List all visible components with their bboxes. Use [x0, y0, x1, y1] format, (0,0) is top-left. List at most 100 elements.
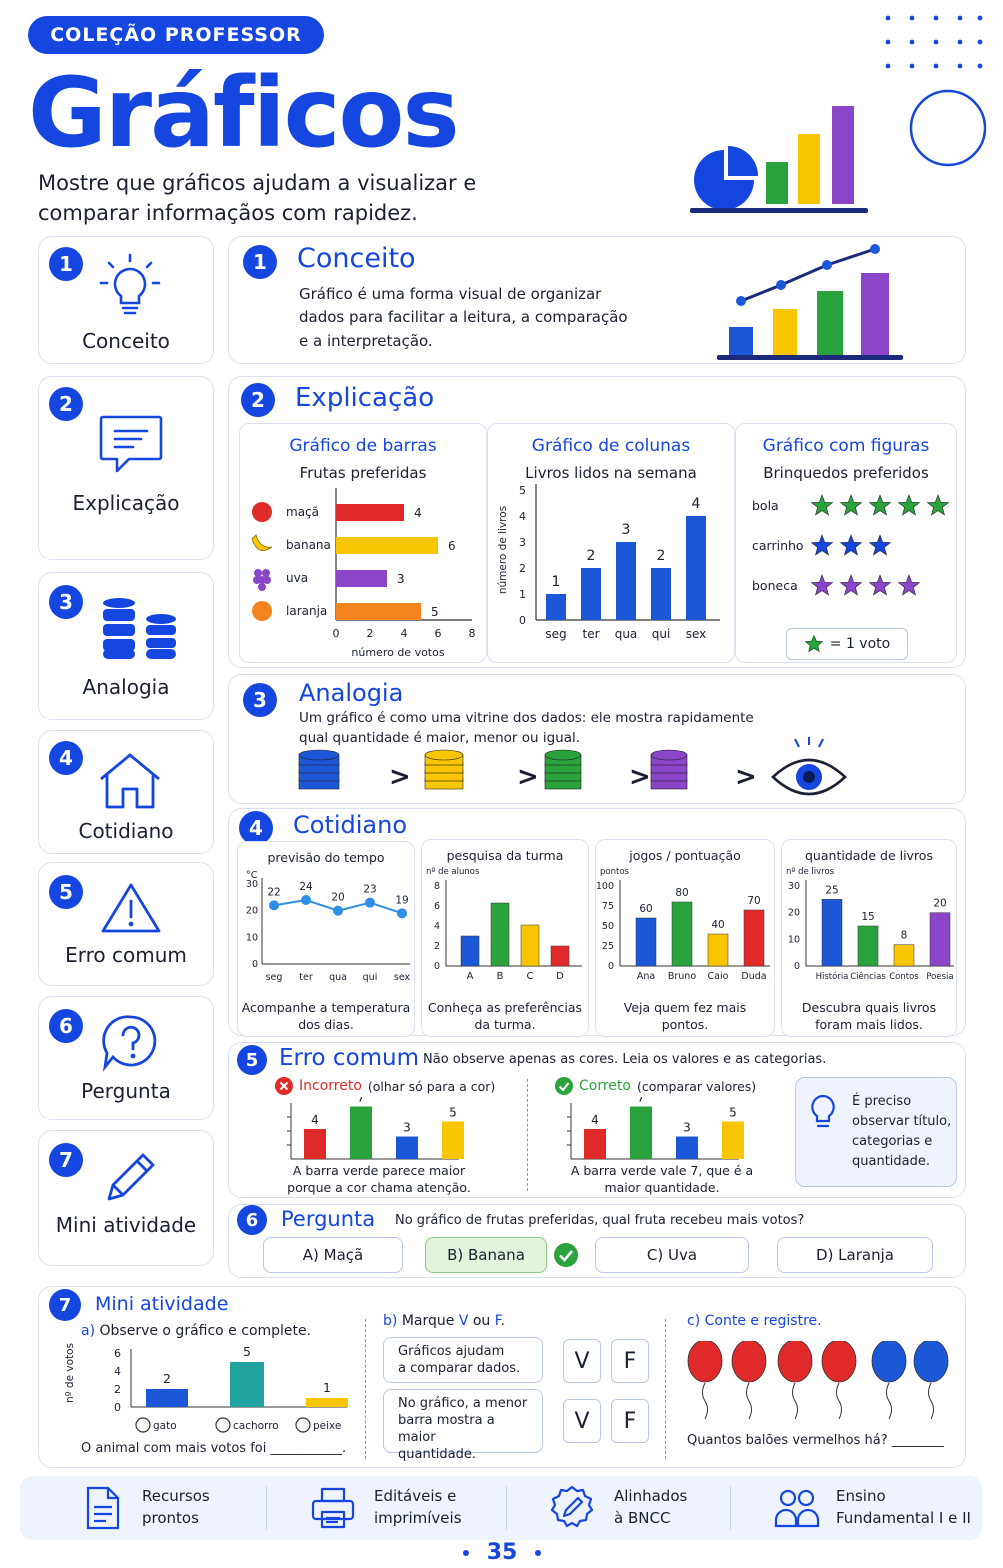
- horizontal-bar-chart: maçã 4 banana 6 uva 3 laranja 5 0 2 4 6 8 número de v…: [251, 488, 476, 659]
- data-label: 7: [357, 1097, 365, 1105]
- data-stack-icon: [650, 749, 688, 761]
- activity-text: Conte e registre.: [704, 1313, 822, 1329]
- balloon-string: [886, 1382, 892, 1420]
- statement-1-f-box[interactable]: F: [611, 1339, 649, 1383]
- data-label: 5: [449, 1106, 457, 1120]
- question-icon: [102, 1015, 157, 1072]
- dog-icon: [215, 1417, 231, 1433]
- activity-text: .: [500, 1313, 505, 1329]
- eye-pupil: [803, 771, 815, 783]
- sidebar-item-pergunta[interactable]: 6 Pergunta: [38, 996, 214, 1120]
- section-pergunta: 6 Pergunta No gráfico de frutas preferid…: [228, 1204, 966, 1278]
- database-icon: [103, 598, 176, 659]
- wrong-header: Incorreto (olhar só para a cor): [275, 1077, 495, 1095]
- step-badge: 5: [49, 875, 83, 909]
- option-c[interactable]: C) Uva: [595, 1237, 749, 1273]
- activity-a-answer[interactable]: O animal com mais votos foi ___________.: [81, 1441, 347, 1456]
- tick-label: 2: [519, 562, 526, 575]
- chart-title: Gráfico de colunas: [531, 436, 691, 456]
- pencil-icon: [107, 1153, 155, 1201]
- footer-line: Fundamental I e II: [836, 1509, 971, 1527]
- text-line: dados para facilitar a leitura, a compar…: [299, 308, 628, 327]
- tick-label: 0: [608, 961, 614, 972]
- category-label: uva: [286, 571, 308, 585]
- data-label: 2: [587, 548, 596, 564]
- data-label: 5: [729, 1106, 737, 1120]
- tick-label: Caio: [708, 971, 729, 982]
- printer-icon: [311, 1487, 355, 1529]
- subtitle-line: comparar informaçãos com rapidez.: [38, 201, 418, 226]
- tick-label: qui: [652, 627, 671, 641]
- f-highlight: F: [494, 1313, 501, 1329]
- statement-line: quantidade.: [398, 1446, 477, 1462]
- tick-label: Poesia: [926, 972, 953, 982]
- option-a[interactable]: A) Maçã: [263, 1237, 403, 1273]
- sidebar-item-erro-comum[interactable]: 5 Erro comum: [38, 862, 214, 986]
- tick-label: sex: [686, 627, 707, 641]
- data-label: 19: [395, 894, 408, 906]
- sidebar-item-mini-atividade[interactable]: 7 Mini atividade: [38, 1130, 214, 1266]
- sidebar-item-analogia[interactable]: 3 Analogia: [38, 572, 214, 720]
- statement-line: No gráfico, a menor: [398, 1396, 528, 1411]
- activity-c-instruction: c) Conte e registre.: [687, 1313, 822, 1329]
- chart-title: pesquisa da turma: [446, 848, 564, 863]
- data-label: 24: [299, 881, 313, 893]
- tick-label: seg: [545, 627, 566, 641]
- star-icon: [810, 534, 834, 556]
- chart-caption: Acompanhe a temperatura dos dias.: [238, 1000, 414, 1034]
- section-badge: 7: [49, 1289, 81, 1321]
- sidebar-item-conceito[interactable]: 1 Conceito: [38, 236, 214, 364]
- option-b[interactable]: B) Banana: [425, 1237, 547, 1273]
- balloon-icon: [913, 1341, 949, 1383]
- data-label: 1: [323, 1380, 331, 1395]
- question-text: No gráfico de frutas preferidas, qual fr…: [395, 1213, 805, 1228]
- data-label: 3: [403, 1121, 411, 1135]
- footer-text: Ensino Fundamental I e II: [836, 1486, 971, 1530]
- statement-2-f-box[interactable]: F: [611, 1399, 649, 1443]
- tick-label: 0: [434, 961, 440, 972]
- caption-line: Descubra quais livros: [801, 1000, 937, 1015]
- activity-b-instruction: b) Marque V ou F.: [383, 1313, 505, 1329]
- balloon-string: [836, 1382, 842, 1420]
- analogy-illustration: > > > >: [298, 737, 847, 796]
- activity-c-question[interactable]: Quantos balões vermelhos há? ________: [687, 1433, 944, 1448]
- activity-label: c): [687, 1313, 701, 1329]
- bar: [146, 1389, 188, 1407]
- data-label: 3: [622, 522, 631, 538]
- sidebar-item-cotidiano[interactable]: 4 Cotidiano: [38, 730, 214, 854]
- statement-1-v-box[interactable]: V: [563, 1339, 601, 1383]
- data-label: 4: [311, 1113, 319, 1127]
- tick-label: 0: [114, 1401, 121, 1414]
- balloon-icon: [687, 1341, 723, 1383]
- data-label: 6: [448, 539, 456, 553]
- star-icon: [868, 534, 892, 556]
- grape-icon: [253, 576, 261, 584]
- tick-label: ter: [299, 972, 313, 983]
- sidebar-label: Conceito: [82, 329, 170, 353]
- statement-2-v-box[interactable]: V: [563, 1399, 601, 1443]
- tip-line: quantidade.: [852, 1154, 931, 1170]
- bar: [893, 944, 915, 967]
- bar: [336, 603, 421, 620]
- eye-ray: [794, 738, 800, 748]
- subtitle-line: Mostre que gráficos ajudam a visualizar …: [38, 171, 477, 195]
- tick-label: 0: [252, 959, 258, 970]
- page-dot: [535, 1549, 542, 1556]
- warning-icon: [101, 883, 161, 933]
- bar: [929, 912, 951, 967]
- games-bar-chart: pontos 0 25 50 75 100 60 Ana 80 Bruno 40 Caio 70 Duda: [596, 867, 770, 982]
- sidebar-item-explicacao[interactable]: 2 Explicação: [38, 376, 214, 560]
- tip-line: observar título,: [852, 1114, 952, 1130]
- activity-bar-chart: nº de votos 0 2 4 6 2 gato 5 cachorro 1 peixe: [64, 1343, 348, 1433]
- bar: [630, 1106, 652, 1159]
- footer-divider: [730, 1486, 731, 1530]
- activity-text: Observe o gráfico e complete.: [99, 1323, 312, 1339]
- option-d[interactable]: D) Laranja: [777, 1237, 933, 1273]
- pictograph-chart: bola carrinho boneca: [752, 494, 950, 596]
- data-point: [333, 905, 343, 916]
- header-chart-illustration: [690, 106, 868, 213]
- caption-line: dos dias.: [298, 1016, 354, 1032]
- activity-label: b): [383, 1313, 398, 1329]
- bar: [671, 901, 693, 967]
- chart-title: jogos / pontuação: [629, 848, 741, 863]
